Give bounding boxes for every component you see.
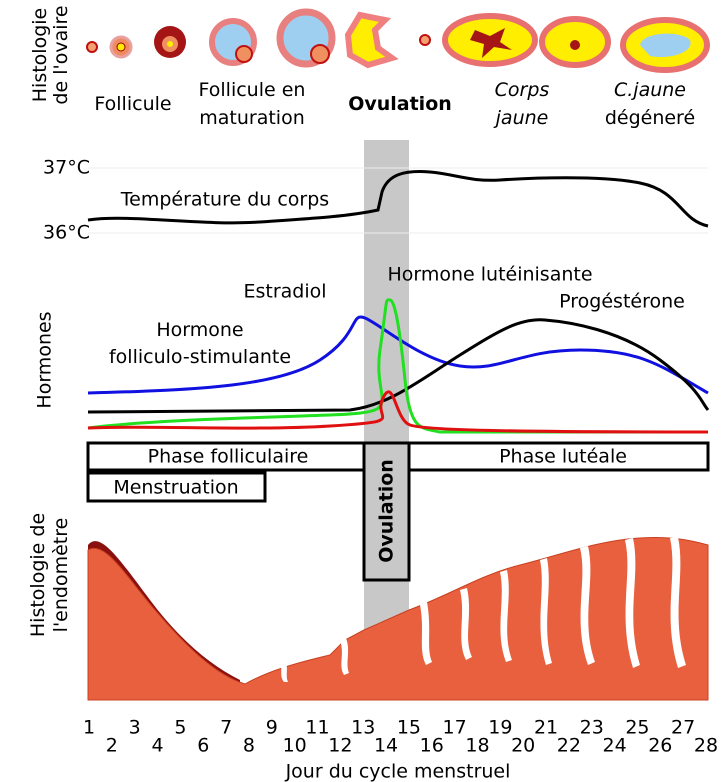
label-line: dégéneré [605,107,695,129]
day-label: 18 [465,735,489,757]
temperature-label: Température du corps [120,189,329,211]
day-label: 7 [220,717,232,739]
temperature-high: 37°C [43,157,90,179]
day-label: 27 [671,717,695,739]
stage-label: C.jaune dégéneré [605,79,695,129]
fsh-curve [87,390,709,434]
label-line: l'endomètre [50,518,72,633]
label-line: Histologie de [27,513,49,637]
estradiol-label: Estradiol [243,281,326,303]
label-line: C.jaune [614,79,686,101]
day-label: 15 [397,717,421,739]
stage-label: Ovulation [348,93,452,115]
day-label: 9 [266,717,278,739]
day-label: 10 [283,735,307,757]
day-label: 2 [106,735,118,757]
menstruation: Menstruation [113,477,238,499]
label-line: Ovulation [348,93,452,115]
label-line: folliculo-stimulante [109,346,291,368]
label-line: Hormone [156,319,243,341]
stage-label: Corps jaune [493,79,550,129]
progesterone-curve [87,318,710,414]
endometrial-glands [280,537,686,682]
day-label: 13 [351,717,375,739]
day-label: 6 [197,735,209,757]
endometrium-label: Histologie del'endomètre [27,513,72,637]
day-label: 11 [305,717,329,739]
temperature-low: 36°C [43,222,90,244]
day-label: 14 [374,735,398,757]
day-label: 5 [174,717,186,739]
lh-curve [87,298,708,434]
day-label: 20 [511,735,535,757]
day-label: 1 [83,717,95,739]
day-label: 25 [625,717,649,739]
temperature-curve [87,170,709,228]
day-label: 28 [694,735,718,757]
fsh-label: Hormone folliculo-stimulante [109,319,291,368]
day-label: 3 [129,717,141,739]
follicular-phase: Phase folliculaire [148,446,309,468]
day-label: 23 [580,717,604,739]
day-label: 21 [534,717,558,739]
ovary-icons [86,8,710,73]
day-label: 16 [420,735,444,757]
stage-label: Follicule [94,93,171,115]
label-line: de l'ovaire [50,5,72,104]
luteal-phase: Phase lutéale [499,446,627,468]
x-axis-label: Jour du cycle menstruel [285,761,511,782]
day-label: 4 [152,735,164,757]
stage-label: Follicule en maturation [199,79,306,129]
day-label: 26 [648,735,672,757]
progesterone-label: Progéstérone [559,291,685,313]
day-label: 24 [602,735,626,757]
label-line: Follicule en [199,79,306,101]
hormones-label: Hormones [34,311,56,408]
label-line: Follicule [94,93,171,115]
label-line: Histologie [29,8,51,102]
day-label: 19 [488,717,512,739]
label-line: maturation [199,107,305,129]
ovulation-phase: Ovulation [376,459,398,563]
day-label: 8 [243,735,255,757]
phase-boxes [86,441,710,582]
lh-label: Hormone lutéinisante [387,264,592,286]
day-label: 17 [443,717,467,739]
estradiol-curve [87,315,709,395]
label-line: jaune [493,107,549,129]
label-line: Corps [495,79,550,101]
day-label: 22 [557,735,581,757]
endometrium [87,537,709,701]
day-label: 12 [328,735,352,757]
grid [88,167,708,234]
ovary-label: Histologiede l'ovaire [29,5,72,104]
